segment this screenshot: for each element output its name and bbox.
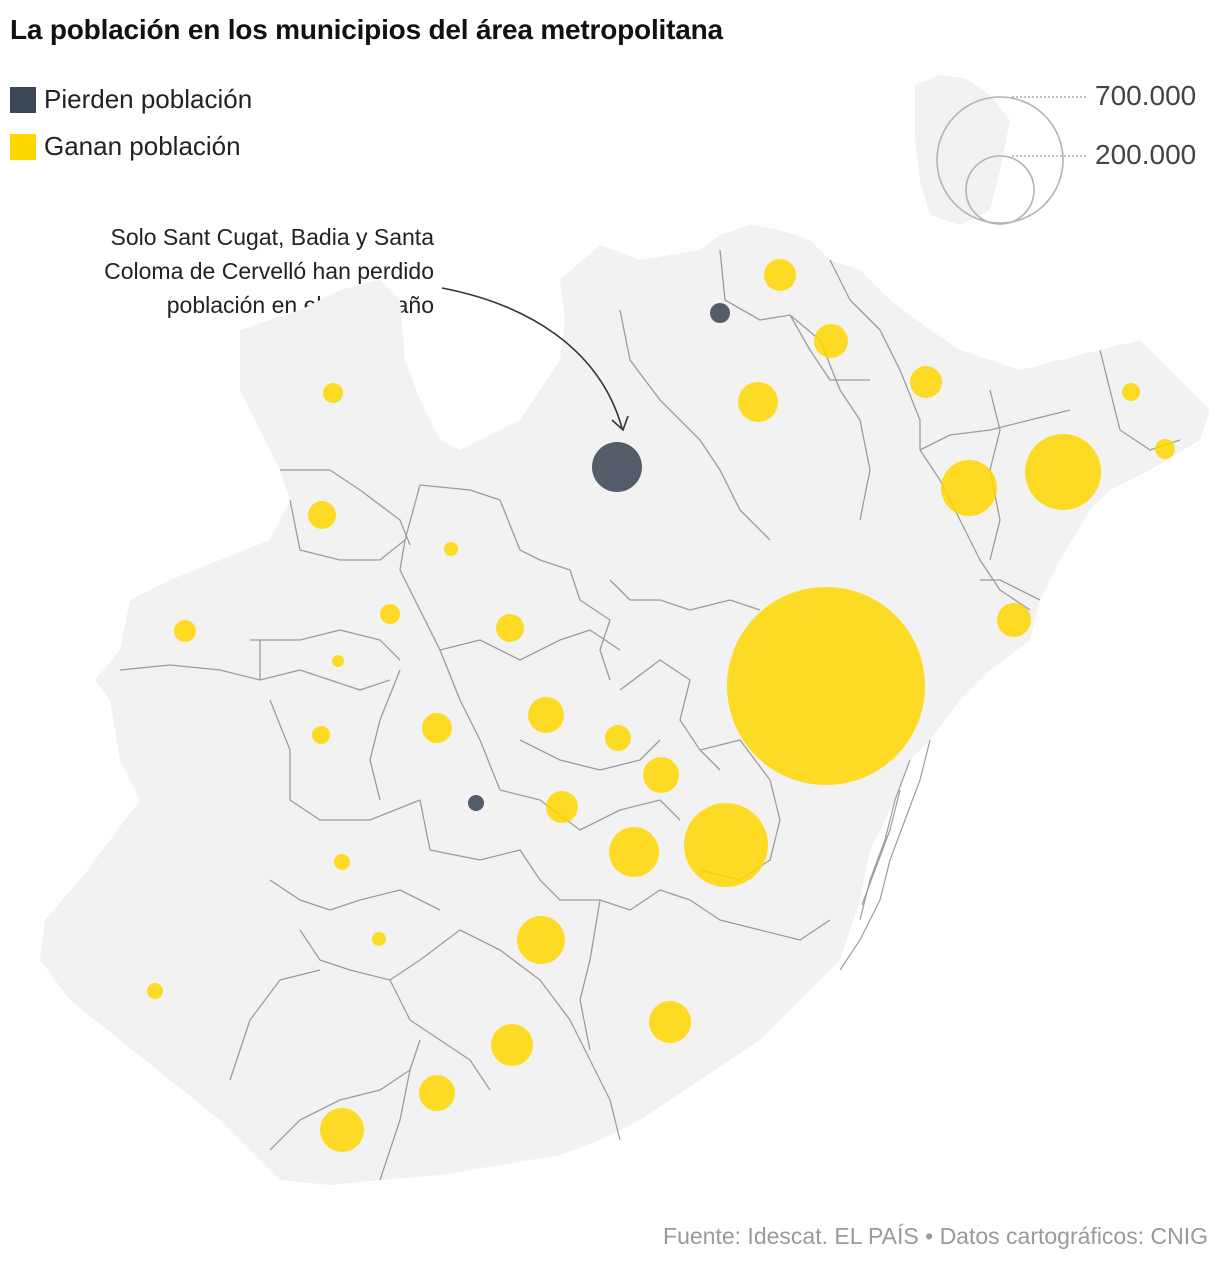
border-line (379, 1039, 421, 1181)
legend-loss-swatch (10, 86, 36, 113)
border-line (789, 314, 870, 381)
legend-gain-swatch (10, 133, 36, 160)
legend-gain-label: Ganan población (44, 131, 241, 161)
territory-main (40, 225, 1210, 1185)
size-legend-small-label: 200.000 (1095, 139, 1197, 170)
circle-gain (320, 1108, 364, 1152)
border-line (459, 929, 621, 1141)
border-line (829, 259, 921, 450)
border-line (519, 739, 661, 771)
border-line (369, 669, 401, 801)
circle-gain (684, 803, 768, 887)
border-line (229, 969, 321, 1081)
circle-gain (422, 713, 452, 743)
circle-gain (910, 366, 942, 398)
border-line (569, 569, 611, 681)
circle-gain (372, 932, 386, 946)
circle-gain (609, 827, 659, 877)
circle-gain (496, 614, 524, 642)
size-legend-small-circle (965, 155, 1035, 225)
border-line (389, 979, 491, 1091)
border-line (689, 899, 831, 941)
circle-gain (814, 324, 848, 358)
circle-gain (491, 1024, 533, 1066)
circle-loss (468, 795, 484, 811)
coastline (839, 739, 931, 971)
circle-gain (308, 501, 336, 529)
border-line (289, 499, 406, 561)
circle-gain (312, 726, 330, 744)
circle-gain (605, 725, 631, 751)
border-line (579, 899, 601, 1051)
border-line (980, 579, 1041, 601)
circle-loss (592, 442, 642, 492)
circle-gain (727, 587, 925, 785)
circle-gain (334, 854, 350, 870)
circle-gain (323, 383, 343, 403)
border-line (119, 664, 261, 681)
border-line (259, 640, 391, 691)
population-circles (147, 259, 1175, 1152)
circle-gain (738, 382, 778, 422)
border-line (269, 1069, 411, 1151)
legend-loss-label: Pierden población (44, 84, 253, 114)
border-line (399, 484, 501, 791)
circle-gain (764, 259, 796, 291)
port-coastline (839, 739, 931, 971)
border-line (619, 659, 721, 771)
legend-loss: Pierden población (10, 84, 252, 115)
border-line (419, 799, 541, 881)
circle-gain (1025, 434, 1101, 510)
border-line (269, 879, 441, 911)
border-line (250, 629, 401, 661)
border-line (280, 469, 411, 546)
circle-gain (332, 655, 344, 667)
annotation-arrow-head (611, 415, 629, 432)
circle-gain (997, 603, 1031, 637)
circle-gain (643, 757, 679, 793)
circle-gain (380, 604, 400, 624)
border-line (299, 929, 461, 981)
municipal-borders (119, 249, 1181, 1181)
annotation-arrow-line (441, 287, 623, 429)
map-title: La población en los municipios del área … (10, 14, 723, 45)
size-legend (936, 96, 1088, 225)
border-line (919, 449, 1031, 611)
port-pier (861, 789, 901, 906)
border-line (499, 789, 681, 831)
circle-gain (174, 620, 196, 642)
circle-gain (528, 697, 564, 733)
circle-gain (444, 542, 458, 556)
circle-gain (147, 983, 163, 999)
legend-gain: Ganan población (10, 131, 241, 162)
border-line (419, 484, 571, 571)
annotation-line-2: Coloma de Cervelló han perdido (104, 258, 434, 284)
annotation-line-1: Solo Sant Cugat, Badia y Santa (110, 224, 435, 250)
circle-gain (649, 1001, 691, 1043)
circle-loss (710, 303, 730, 323)
circle-gain (1122, 383, 1140, 401)
territory-north-east (915, 75, 1010, 225)
circle-gain (419, 1075, 455, 1111)
annotation-arrow (441, 287, 629, 432)
circle-gain (1155, 439, 1175, 459)
circle-gain (517, 916, 565, 964)
border-line (269, 699, 421, 821)
circle-gain (546, 791, 578, 823)
source-credit: Fuente: Idescat. EL PAÍS • Datos cartogr… (663, 1223, 1208, 1249)
border-line (539, 879, 691, 911)
border-line (919, 409, 1071, 451)
size-legend-large-label: 700.000 (1095, 80, 1197, 111)
border-line (619, 309, 771, 541)
circle-gain (941, 460, 997, 516)
border-line (609, 579, 761, 611)
land-area (40, 75, 1210, 1185)
size-legend-large-circle (936, 96, 1064, 224)
border-line (439, 629, 621, 661)
